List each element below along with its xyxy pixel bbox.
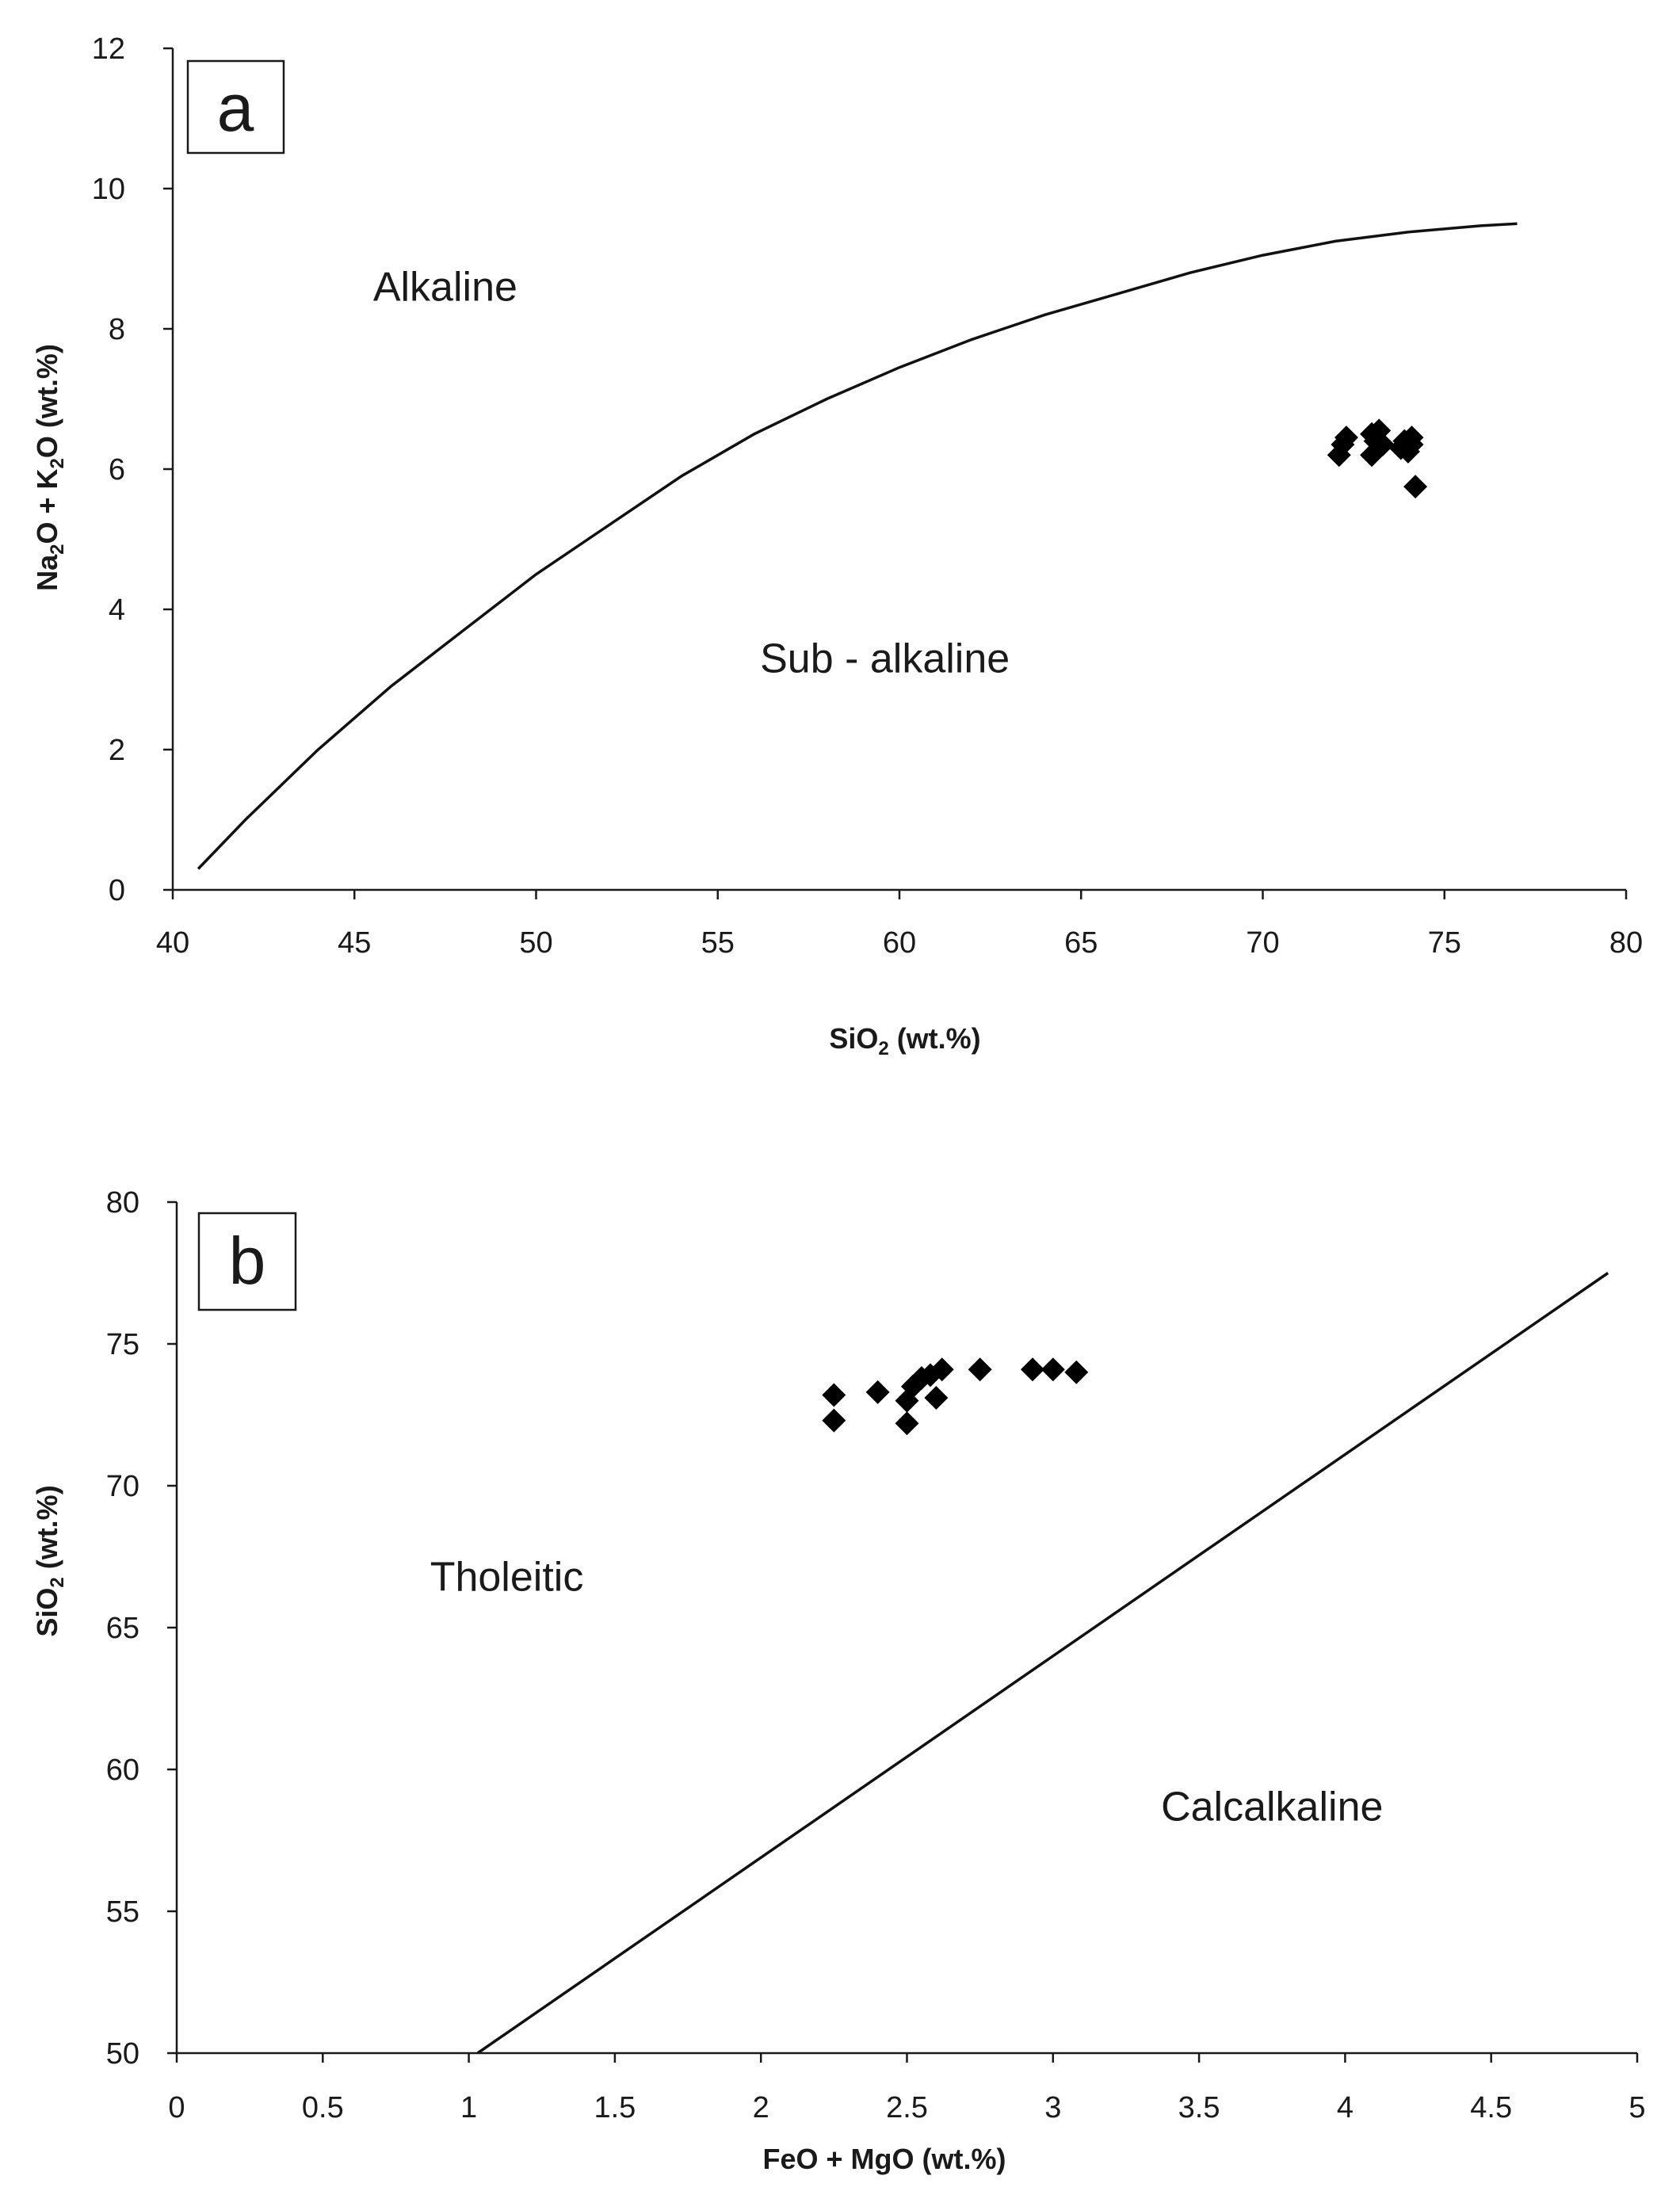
y-tick-label: 8 (109, 313, 125, 346)
panel-a-letter-box (186, 59, 285, 155)
x-tick-label: 60 (883, 926, 916, 960)
y-tick-label: 0 (109, 874, 125, 907)
data-point-diamond (822, 1408, 846, 1433)
panel-b-axes: 0 0.5 1 1.5 2 2.5 3 3.5 4 4.5 5 50 55 60 65 70 75 80 (106, 1186, 1646, 2124)
x-tick-label: 55 (701, 926, 735, 960)
panel-b-y-axis-title: SiO2 (wt.%) (31, 1485, 68, 1636)
y-tick-label: 50 (106, 2037, 139, 2071)
panel-a-region-labels: Alkaline Sub - alkaline (373, 265, 1010, 682)
panel-b-letter: b (229, 1223, 266, 1298)
panel-a-y-axis-title: Na2O + K2O (wt.%) (31, 344, 68, 591)
data-point-diamond (1399, 433, 1424, 457)
data-point-diamond (1040, 1357, 1065, 1382)
panel-a-axes: 40 45 50 55 60 65 70 75 80 0 2 4 6 8 10 12 (92, 32, 1643, 960)
y-tick-label: 60 (106, 1754, 139, 1787)
x-tick-label: 40 (156, 926, 189, 960)
data-point-diamond (1064, 1360, 1089, 1384)
panel-b-boundary-layer (476, 1272, 1609, 2055)
panel-a-chart: a Alkaline Sub - alkaline 40 45 50 55 60 65 70… (31, 32, 1643, 1059)
x-tick-label: 65 (1064, 926, 1098, 960)
x-tick-label: 4.5 (1470, 2091, 1512, 2124)
y-tick-label: 55 (106, 1895, 139, 1929)
y-tick-label: 4 (109, 594, 125, 627)
y-tick-label: 12 (92, 32, 125, 66)
data-point-diamond (1334, 426, 1358, 450)
region-label-tholeitic: Tholeitic (430, 1554, 584, 1600)
x-tick-label: 1 (460, 2091, 477, 2124)
panel-b-chart: b Tholeitic Calcalkaline 0 0.5 1 1.5 2 2.5 3 3.… (31, 1186, 1646, 2175)
x-tick-label: 2 (753, 2091, 769, 2124)
x-tick-label: 2.5 (886, 2091, 928, 2124)
region-label-sub-alkaline: Sub - alkaline (760, 636, 1010, 682)
panel-b-data-points (822, 1357, 1089, 1436)
data-point-diamond (930, 1357, 954, 1382)
data-point-diamond (1360, 422, 1384, 446)
panel-a-boundary-line (197, 222, 1518, 870)
y-tick-label: 75 (106, 1328, 139, 1361)
panel-b-x-axis-title: FeO + MgO (wt.%) (762, 2143, 1006, 2175)
y-tick-label: 10 (92, 173, 125, 206)
y-tick-label: 80 (106, 1186, 139, 1220)
x-tick-label: 1.5 (594, 2091, 636, 2124)
x-tick-label: 80 (1609, 926, 1643, 960)
x-tick-label: 5 (1628, 2091, 1645, 2124)
y-tick-label: 2 (109, 734, 125, 767)
data-point-diamond (924, 1386, 949, 1410)
x-tick-label: 75 (1428, 926, 1461, 960)
region-label-calcalkaline: Calcalkaline (1161, 1784, 1383, 1830)
data-point-diamond (1403, 475, 1428, 499)
panel-a-x-axis-title: SiO2 (wt.%) (829, 1022, 980, 1059)
x-tick-label: 4 (1337, 2091, 1354, 2124)
data-point-diamond (822, 1383, 846, 1407)
y-tick-label: 70 (106, 1470, 139, 1503)
panel-b-letter-box (197, 1212, 297, 1311)
panel-b-boundary-line (476, 1272, 1609, 2055)
x-tick-label: 0.5 (302, 2091, 344, 2124)
x-tick-label: 45 (338, 926, 371, 960)
x-tick-label: 50 (519, 926, 552, 960)
x-tick-label: 3.5 (1178, 2091, 1220, 2124)
x-tick-label: 3 (1044, 2091, 1061, 2124)
y-tick-label: 65 (106, 1612, 139, 1645)
region-label-alkaline: Alkaline (373, 265, 517, 311)
y-tick-label: 6 (109, 453, 125, 487)
data-point-diamond (895, 1411, 919, 1436)
data-point-diamond (865, 1380, 890, 1404)
panel-b-region-labels: Tholeitic Calcalkaline (430, 1554, 1384, 1830)
x-tick-label: 0 (168, 2091, 185, 2124)
x-tick-label: 70 (1246, 926, 1279, 960)
panel-a-boundary-layer (197, 222, 1518, 870)
data-point-diamond (1020, 1357, 1044, 1382)
panel-a-letter: a (217, 71, 254, 145)
data-point-diamond (968, 1357, 992, 1382)
panel-a-data-points (1327, 418, 1428, 499)
